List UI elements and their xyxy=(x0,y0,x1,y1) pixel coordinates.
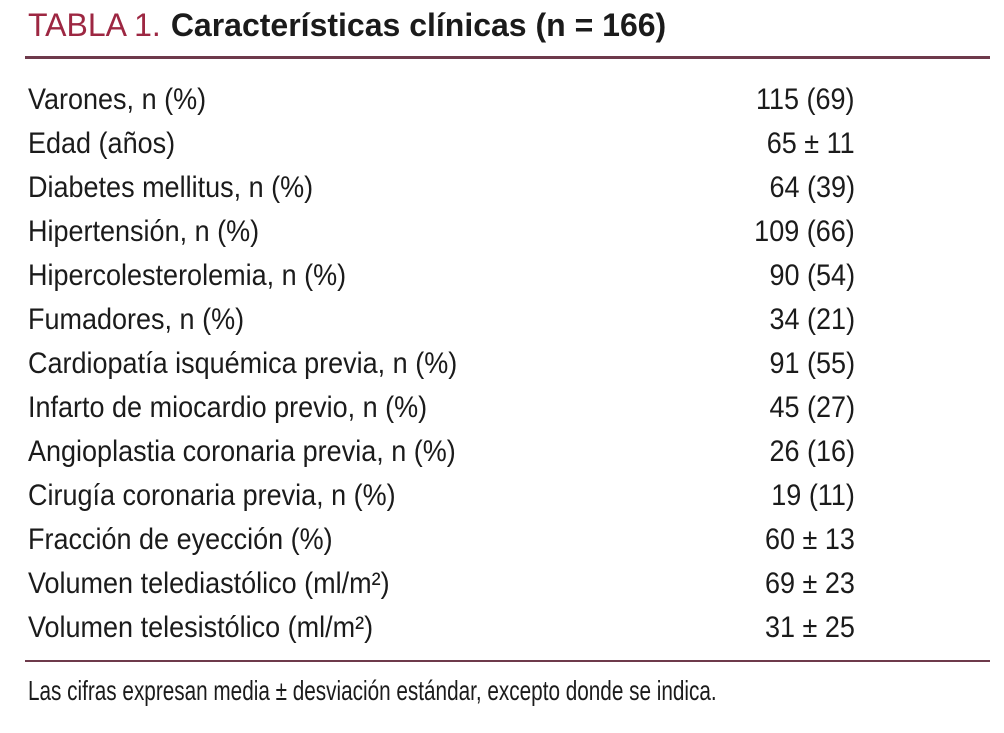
table-footnote: Las cifras expresan media ± desviación e… xyxy=(28,674,959,708)
table-row: Cardiopatía isquémica previa, n (%) 91 (… xyxy=(25,342,990,386)
table-row: Edad (años) 65 ± 11 xyxy=(25,122,990,166)
row-value: 90 (54) xyxy=(769,259,855,292)
row-value: 64 (39) xyxy=(769,171,855,204)
row-value: 19 (11) xyxy=(771,479,855,512)
row-label: Volumen telesistólico (ml/m²) xyxy=(28,611,374,644)
row-label: Fumadores, n (%) xyxy=(28,303,245,336)
table-row: Hipertensión, n (%) 109 (66) xyxy=(25,210,990,254)
table-row: Fumadores, n (%) 34 (21) xyxy=(25,298,990,342)
row-value: 31 ± 25 xyxy=(765,611,855,644)
table-row: Angioplastia coronaria previa, n (%) 26 … xyxy=(25,430,990,474)
row-value: 45 (27) xyxy=(769,391,855,424)
row-value: 26 (16) xyxy=(769,435,855,468)
row-value: 91 (55) xyxy=(769,347,855,380)
table-row: Diabetes mellitus, n (%) 64 (39) xyxy=(25,166,990,210)
row-label: Angioplastia coronaria previa, n (%) xyxy=(28,435,456,468)
table-caption: Características clínicas (n = 166) xyxy=(170,7,667,43)
row-value: 34 (21) xyxy=(769,303,855,336)
row-label: Hipercolesterolemia, n (%) xyxy=(28,259,347,292)
table-row: Volumen telediastólico (ml/m²) 69 ± 23 xyxy=(25,562,990,606)
row-value: 65 ± 11 xyxy=(767,127,855,160)
table-row: Infarto de miocardio previo, n (%) 45 (2… xyxy=(25,386,990,430)
row-value: 69 ± 23 xyxy=(765,567,855,600)
row-label: Cardiopatía isquémica previa, n (%) xyxy=(28,347,458,380)
row-label: Varones, n (%) xyxy=(28,83,207,116)
table-row: Volumen telesistólico (ml/m²) 31 ± 25 xyxy=(25,606,990,650)
row-label: Diabetes mellitus, n (%) xyxy=(28,171,314,204)
row-label: Infarto de miocardio previo, n (%) xyxy=(28,391,428,424)
row-label: Fracción de eyección (%) xyxy=(28,523,333,556)
footnote-text: Las cifras expresan media ± desviación e… xyxy=(28,675,717,706)
row-label: Cirugía coronaria previa, n (%) xyxy=(28,479,396,512)
table-number: TABLA 1. xyxy=(28,7,161,43)
row-label: Edad (años) xyxy=(28,127,176,160)
row-label: Volumen telediastólico (ml/m²) xyxy=(28,567,390,600)
row-value: 60 ± 13 xyxy=(765,523,855,556)
table-body: Varones, n (%) 115 (69) Edad (años) 65 ±… xyxy=(25,78,990,650)
row-value: 109 (66) xyxy=(754,215,855,248)
table-title: TABLA 1. Características clínicas (n = 16… xyxy=(28,6,666,44)
row-value: 115 (69) xyxy=(756,83,855,116)
table-row: Cirugía coronaria previa, n (%) 19 (11) xyxy=(25,474,990,518)
table-row: Fracción de eyección (%) 60 ± 13 xyxy=(25,518,990,562)
row-label: Hipertensión, n (%) xyxy=(28,215,260,248)
table-row: Varones, n (%) 115 (69) xyxy=(25,78,990,122)
bottom-rule xyxy=(25,660,990,662)
table-row: Hipercolesterolemia, n (%) 90 (54) xyxy=(25,254,990,298)
top-rule xyxy=(25,56,990,59)
